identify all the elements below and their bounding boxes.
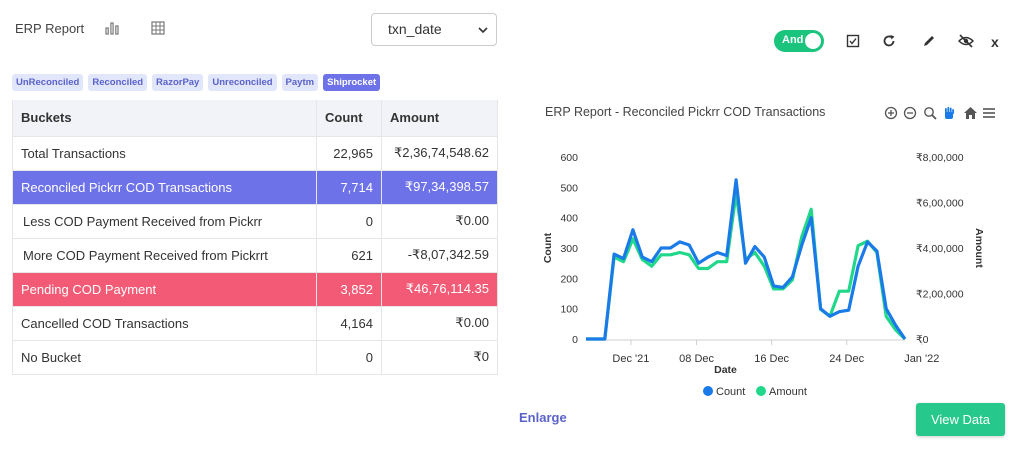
table-row[interactable]: Total Transactions 22,965 ₹2,36,74,548.6… <box>12 135 498 170</box>
bucket-count: 621 <box>316 237 382 272</box>
zoom-out-icon[interactable] <box>903 106 917 120</box>
y-tick-label: 0 <box>572 334 578 346</box>
filter-chip[interactable]: Reconciled <box>88 74 148 91</box>
report-title: ERP Report <box>15 21 85 36</box>
menu-icon[interactable] <box>982 106 996 120</box>
y2-tick-label: ₹2,00,000 <box>916 289 964 301</box>
buckets-table: Buckets Count Amount Total Transactions … <box>12 100 498 375</box>
eye-off-icon[interactable] <box>957 34 975 48</box>
x-tick-label: 08 Dec <box>679 353 714 365</box>
zoom-in-icon[interactable] <box>884 106 898 120</box>
header-buckets[interactable]: Buckets <box>12 100 317 136</box>
bar-chart-icon[interactable] <box>104 20 120 36</box>
y-axis-title: Count <box>542 232 554 263</box>
y-tick-label: 300 <box>560 243 578 255</box>
bucket-amount: ₹97,34,398.57 <box>381 169 498 204</box>
legend-marker-amount <box>756 386 766 396</box>
bucket-amount: ₹2,36,74,548.62 <box>381 135 498 170</box>
y2-tick-label: ₹6,00,000 <box>916 198 964 210</box>
bucket-amount: ₹0.00 <box>381 305 498 340</box>
bucket-amount: -₹8,07,342.59 <box>381 237 498 272</box>
filter-chip[interactable]: Unreconciled <box>208 74 277 91</box>
bucket-amount: ₹0 <box>381 339 498 375</box>
y-tick-label: 200 <box>560 273 578 285</box>
select-value: txn_date <box>388 21 442 37</box>
table-row[interactable]: Pending COD Payment 3,852 ₹46,76,114.35 <box>12 271 498 306</box>
filter-chip[interactable]: RazorPay <box>152 74 204 91</box>
table-grid-icon[interactable] <box>150 20 166 36</box>
bucket-amount: ₹46,76,114.35 <box>381 271 498 306</box>
bucket-count: 7,714 <box>316 169 382 204</box>
filter-chips: UnReconciled Reconciled RazorPay Unreconcil… <box>12 74 381 91</box>
close-icon[interactable]: x <box>991 34 999 50</box>
pan-hand-icon[interactable] <box>942 106 956 120</box>
magnifier-icon[interactable] <box>923 106 937 120</box>
bucket-name: Cancelled COD Transactions <box>12 305 317 340</box>
bucket-count: 0 <box>316 203 382 238</box>
enlarge-link[interactable]: Enlarge <box>519 410 567 425</box>
chart-title: ERP Report - Reconciled Pickrr COD Trans… <box>545 105 826 119</box>
bucket-count: 22,965 <box>316 135 382 170</box>
x-tick-label: Dec '21 <box>612 353 649 365</box>
x-axis-title: Date <box>714 364 737 376</box>
bucket-count: 3,852 <box>316 271 382 306</box>
home-icon[interactable] <box>963 106 977 120</box>
view-data-button[interactable]: View Data <box>916 403 1005 436</box>
table-row[interactable]: Reconciled Pickrr COD Transactions 7,714… <box>12 169 498 204</box>
filter-chip[interactable]: Paytm <box>281 74 319 91</box>
x-tick-label: 24 Dec <box>829 353 864 365</box>
bucket-name: Reconciled Pickrr COD Transactions <box>12 169 317 204</box>
header-amount[interactable]: Amount <box>381 100 498 136</box>
table-row[interactable]: More COD Payment Received from Pickrrt 6… <box>12 237 498 272</box>
table-row[interactable]: Cancelled COD Transactions 4,164 ₹0.00 <box>12 305 498 340</box>
legend-label-amount: Amount <box>769 386 807 398</box>
table-row[interactable]: No Bucket 0 ₹0 <box>12 339 498 375</box>
x-tick-label: 16 Dec <box>754 353 789 365</box>
y2-tick-label: ₹4,00,000 <box>916 243 964 255</box>
filter-chip[interactable]: Shiprocket <box>323 74 381 91</box>
bucket-name: More COD Payment Received from Pickrrt <box>12 237 317 272</box>
table-header-row: Buckets Count Amount <box>12 100 498 136</box>
bucket-count: 4,164 <box>316 305 382 340</box>
bucket-name: No Bucket <box>12 339 317 375</box>
chevron-down-icon <box>478 27 488 34</box>
erp-line-chart: 0 100 200 300 400 500 600 ₹0 ₹2,00,000 ₹4,00,000 ₹… <box>542 152 985 398</box>
bucket-name: Total Transactions <box>12 135 317 170</box>
pencil-icon[interactable] <box>922 34 936 48</box>
bucket-count: 0 <box>316 339 382 375</box>
table-row[interactable]: Less COD Payment Received from Pickrr 0 … <box>12 203 498 238</box>
refresh-icon[interactable] <box>882 34 896 48</box>
header-count[interactable]: Count <box>316 100 382 136</box>
legend-marker-count <box>703 386 713 396</box>
y2-tick-label: ₹0 <box>916 334 929 346</box>
bucket-name: Pending COD Payment <box>12 271 317 306</box>
bucket-amount: ₹0.00 <box>381 203 498 238</box>
series-line-count <box>586 178 907 341</box>
checkbox-icon[interactable] <box>846 34 860 48</box>
and-toggle[interactable]: And <box>774 30 824 52</box>
y2-axis-title: Amount <box>973 228 985 268</box>
y-tick-label: 600 <box>560 152 578 164</box>
date-field-select[interactable]: txn_date <box>371 13 497 46</box>
y-tick-label: 400 <box>560 213 578 225</box>
bucket-name: Less COD Payment Received from Pickrr <box>12 203 317 238</box>
legend-label-count: Count <box>716 386 745 398</box>
y-tick-label: 500 <box>560 182 578 194</box>
toggle-label: And <box>782 34 804 46</box>
y2-tick-label: ₹8,00,000 <box>916 152 964 164</box>
filter-chip[interactable]: UnReconciled <box>12 74 84 91</box>
x-tick-label: Jan '22 <box>904 353 939 365</box>
toggle-knob <box>805 33 821 49</box>
y-tick-label: 100 <box>560 304 578 316</box>
